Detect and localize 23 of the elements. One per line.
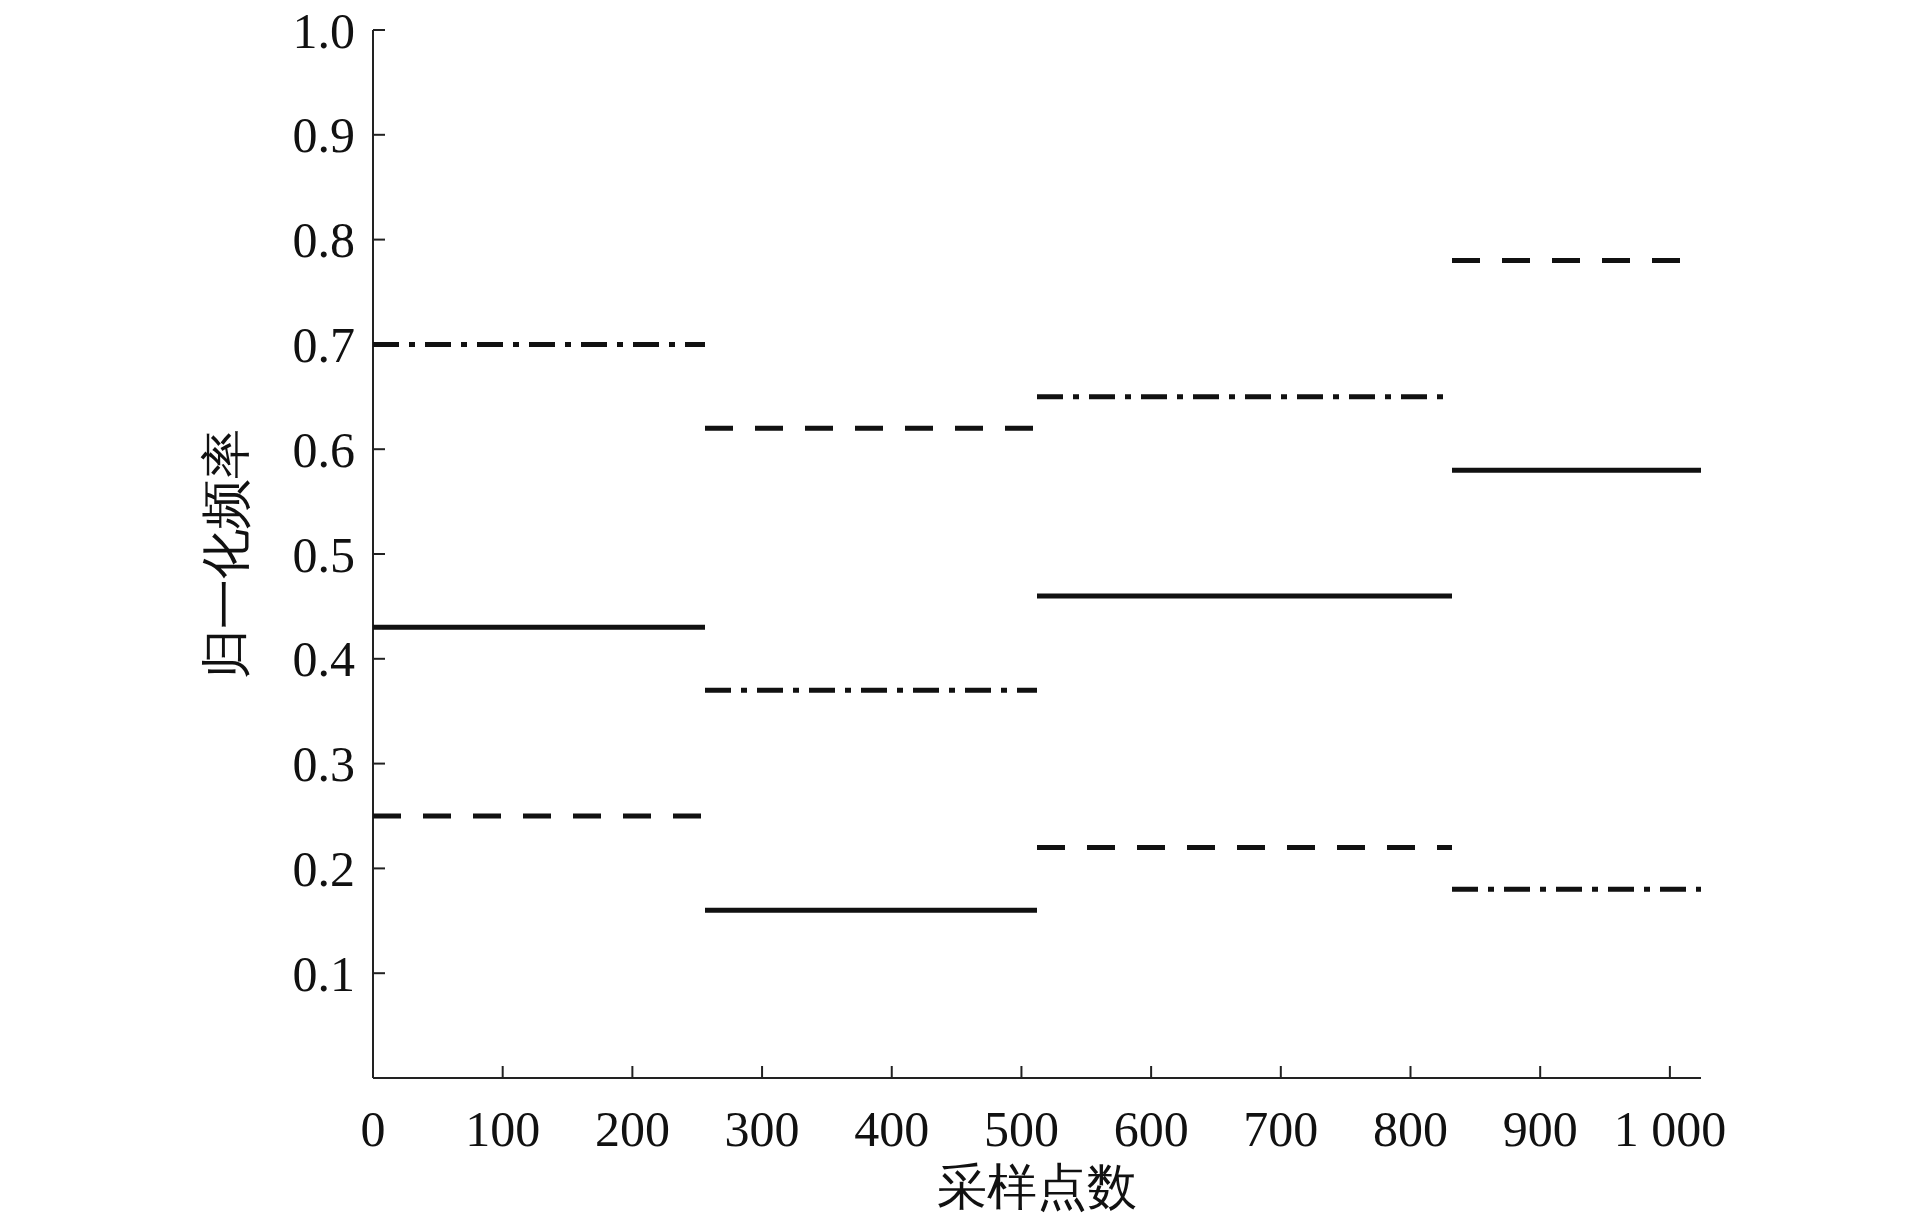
y-tick-label: 0.6: [292, 421, 355, 478]
y-axis-title: 归一化频率: [198, 429, 254, 679]
x-tick-label: 800: [1373, 1101, 1448, 1157]
y-tick-label: 0.9: [292, 107, 355, 164]
x-tick-label: 700: [1243, 1101, 1319, 1157]
x-tick-label: 1 000: [1613, 1101, 1727, 1157]
x-axis-title: 采样点数: [937, 1159, 1137, 1215]
y-tick-label: 1.0: [292, 2, 355, 59]
y-tick-label: 0.2: [292, 840, 355, 897]
x-tick-label: 200: [594, 1101, 670, 1157]
x-tick-label: 600: [1113, 1101, 1189, 1157]
y-tick-label: 0.1: [292, 945, 355, 1002]
x-tick-label: 0: [360, 1101, 386, 1157]
x-tick-label: 900: [1502, 1101, 1578, 1157]
y-tick-label: 0.7: [292, 316, 355, 373]
x-tick-label: 500: [983, 1101, 1059, 1157]
y-tick-label: 0.3: [292, 736, 355, 793]
y-tick-label: 0.8: [292, 212, 355, 269]
x-tick-label: 300: [724, 1101, 800, 1157]
x-tick-label: 400: [854, 1101, 930, 1157]
x-tick-label: 100: [465, 1101, 541, 1157]
y-tick-label: 0.4: [292, 631, 355, 688]
y-tick-label: 0.5: [292, 526, 355, 583]
